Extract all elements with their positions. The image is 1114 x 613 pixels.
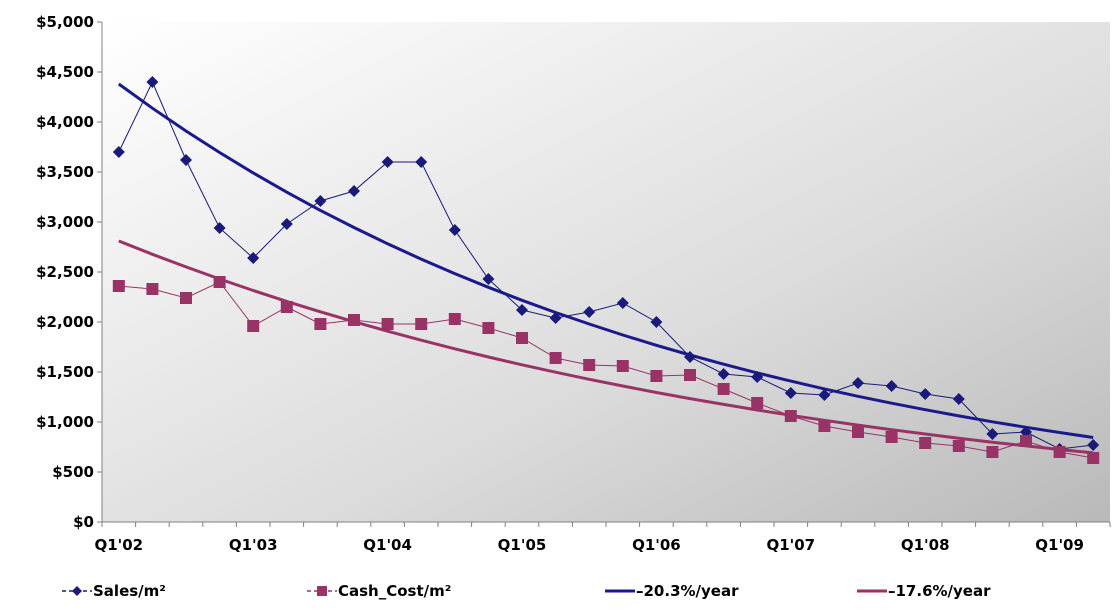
data-point-square [280, 301, 293, 313]
data-point-square [919, 437, 932, 449]
data-point-diamond [516, 304, 528, 316]
legend-label: –17.6%/year [888, 582, 991, 600]
data-point-diamond [381, 156, 394, 168]
data-point-diamond [112, 146, 125, 158]
data-point-diamond [986, 428, 999, 440]
legend-label: Sales/m² [93, 582, 166, 600]
plot-area [102, 22, 1110, 522]
x-tick-label: Q1'03 [229, 536, 278, 554]
data-point-diamond [885, 380, 898, 392]
y-tick-label: $2,000 [36, 313, 94, 331]
legend-label: –20.3%/year [636, 582, 739, 600]
data-point-square [1087, 452, 1100, 464]
y-tick-label: $3,000 [36, 213, 94, 231]
y-tick-label: $500 [52, 463, 94, 481]
data-point-square [885, 431, 898, 443]
data-point-diamond [717, 368, 730, 380]
data-point-square [112, 280, 125, 292]
data-point-square [583, 359, 596, 371]
data-point-diamond [919, 388, 932, 400]
x-tick-label: Q1'09 [1035, 536, 1084, 554]
data-point-diamond [784, 387, 797, 399]
data-point-square [180, 292, 192, 304]
data-point-square [348, 314, 360, 326]
data-point-diamond [415, 156, 428, 168]
data-point-square [516, 332, 528, 344]
data-point-diamond [247, 252, 260, 264]
data-point-diamond [213, 222, 226, 234]
data-point-square [784, 410, 797, 422]
y-tick-label: $4,500 [36, 63, 94, 81]
data-point-diamond [852, 377, 864, 389]
data-point-square [314, 318, 327, 330]
data-point-square [448, 313, 461, 325]
data-point-diamond [1087, 439, 1100, 451]
data-point-diamond [751, 371, 764, 383]
y-tick-label: $1,500 [36, 363, 94, 381]
data-point-square [381, 318, 394, 330]
data-point-square [146, 283, 159, 295]
legend-marker-diamond [72, 586, 82, 596]
y-tick-label: $1,000 [36, 413, 94, 431]
data-point-square [751, 397, 764, 409]
data-point-square [247, 320, 260, 332]
data-point-diamond [684, 351, 696, 363]
data-point-square [986, 446, 999, 458]
data-point-square [650, 370, 663, 382]
data-point-diamond [348, 185, 360, 197]
data-point-square [852, 426, 864, 438]
data-point-square [549, 352, 562, 364]
x-tick-label: Q1'07 [766, 536, 815, 554]
x-tick-label: Q1'02 [94, 536, 143, 554]
data-point-diamond [180, 154, 192, 166]
data-point-diamond [616, 297, 629, 309]
data-point-diamond [952, 393, 965, 405]
data-point-diamond [549, 312, 562, 324]
data-point-diamond [314, 195, 327, 207]
data-point-square [818, 420, 831, 432]
data-point-diamond [818, 389, 831, 401]
x-tick-label: Q1'08 [901, 536, 950, 554]
data-point-square [1020, 435, 1032, 447]
data-point-square [684, 369, 696, 381]
data-point-square [482, 322, 495, 334]
y-tick-label: $3,500 [36, 163, 94, 181]
data-point-square [415, 318, 428, 330]
trend-line [117, 82, 1094, 439]
data-point-diamond [146, 76, 159, 88]
data-point-diamond [650, 316, 663, 328]
legend-marker-square [317, 586, 327, 596]
data-point-diamond [482, 273, 495, 285]
data-point-square [717, 383, 730, 395]
y-tick-label: $4,000 [36, 113, 94, 131]
data-point-square [616, 360, 629, 372]
legend-label: Cash_Cost/m² [338, 582, 451, 600]
trend-line [118, 239, 1094, 455]
data-point-square [213, 276, 226, 288]
data-point-diamond [448, 224, 461, 236]
series-line [118, 80, 1094, 450]
y-tick-label: $0 [73, 513, 94, 531]
x-tick-label: Q1'04 [363, 536, 412, 554]
x-tick-label: Q1'06 [632, 536, 681, 554]
data-point-diamond [280, 218, 293, 230]
y-tick-label: $5,000 [36, 13, 94, 31]
x-tick-label: Q1'05 [498, 536, 547, 554]
data-point-diamond [583, 306, 596, 318]
y-tick-label: $2,500 [36, 263, 94, 281]
data-point-square [952, 440, 965, 452]
data-point-square [1053, 446, 1066, 458]
